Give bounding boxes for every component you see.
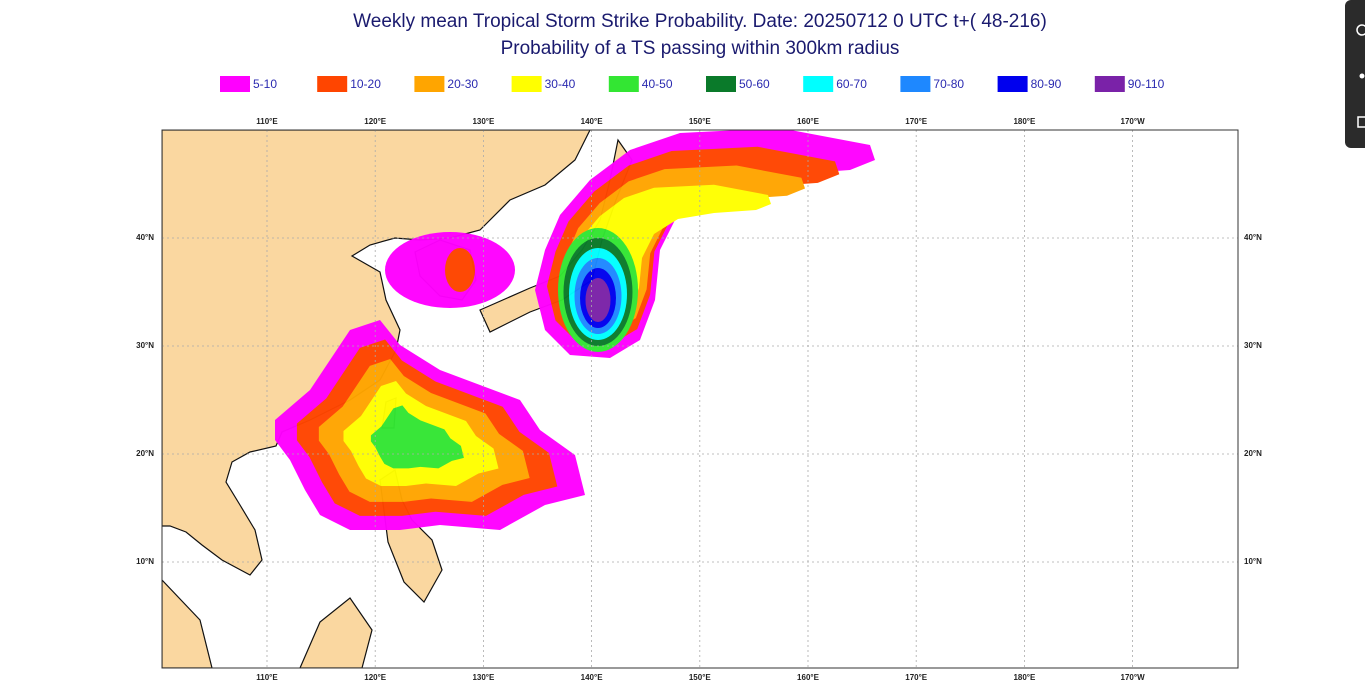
lon-label-bottom: 110°E xyxy=(256,673,278,682)
legend-label: 90-110 xyxy=(1128,77,1165,91)
lat-label-right: 20°N xyxy=(1244,449,1262,458)
lon-label-bottom: 150°E xyxy=(689,673,712,682)
lat-label-right: 40°N xyxy=(1244,233,1262,242)
legend-swatch xyxy=(317,76,348,92)
legend-label: 30-40 xyxy=(545,77,576,91)
lon-label-bottom: 130°E xyxy=(472,673,495,682)
lon-label-bottom: 160°E xyxy=(797,673,820,682)
lon-label-bottom: 180°E xyxy=(1013,673,1036,682)
lat-label-left: 10°N xyxy=(136,557,154,566)
map-area xyxy=(162,130,1238,668)
map-title: Weekly mean Tropical Storm Strike Probab… xyxy=(353,11,1047,32)
toolbar-icon[interactable] xyxy=(1356,24,1365,36)
legend-swatch xyxy=(608,76,639,92)
lat-label-left: 20°N xyxy=(136,449,154,458)
toolbar-icon[interactable] xyxy=(1357,116,1365,128)
lon-label-top: 110°E xyxy=(256,117,278,126)
legend-label: 80-90 xyxy=(1031,77,1062,91)
lon-label-bottom: 140°E xyxy=(581,673,604,682)
lon-label-top: 170°E xyxy=(905,117,928,126)
legend-label: 10-20 xyxy=(350,77,381,91)
lat-label-left: 30°N xyxy=(136,341,154,350)
legend-label: 50-60 xyxy=(739,77,770,91)
lon-label-top: 150°E xyxy=(689,117,712,126)
lon-label-bottom: 120°E xyxy=(364,673,387,682)
legend-label: 40-50 xyxy=(642,77,673,91)
lat-label-left: 40°N xyxy=(136,233,154,242)
legend-swatch xyxy=(803,76,834,92)
shade-south xyxy=(370,405,464,469)
legend-label: 60-70 xyxy=(836,77,867,91)
graticule xyxy=(162,130,1238,668)
lon-label-top: 180°E xyxy=(1013,117,1036,126)
legend-swatch xyxy=(997,76,1028,92)
legend-swatch xyxy=(1094,76,1125,92)
lon-label-top: 170°W xyxy=(1121,117,1146,126)
map-subtitle: Probability of a TS passing within 300km… xyxy=(501,38,900,59)
lat-label-right: 30°N xyxy=(1244,341,1262,350)
shade-north-core xyxy=(585,278,611,322)
legend-swatch xyxy=(706,76,736,92)
legend-label: 70-80 xyxy=(933,77,964,91)
legend-swatch xyxy=(900,76,931,92)
sumatra xyxy=(162,579,213,668)
map-frame xyxy=(161,129,1239,669)
axis-labels: 110°E 110°E 120°E 120°E 130°E 130°E 140°E 140°E… xyxy=(136,117,1262,682)
lon-label-top: 160°E xyxy=(797,117,820,126)
lon-label-top: 130°E xyxy=(472,117,495,126)
probability-shading xyxy=(275,130,875,530)
legend-label: 20-30 xyxy=(447,77,478,91)
side-toolbar[interactable] xyxy=(1345,0,1365,148)
legend-swatch xyxy=(220,76,250,92)
lon-label-bottom: 170°W xyxy=(1121,673,1146,682)
lon-label-bottom: 170°E xyxy=(905,673,928,682)
toolbar-icon[interactable] xyxy=(1359,73,1365,79)
legend-swatch xyxy=(511,76,542,92)
legend-swatch xyxy=(414,76,445,92)
legend: 5-10 10-20 20-30 30-40 40-50 50-60 60-70 70-80 8… xyxy=(220,76,1165,92)
borneo xyxy=(299,597,373,668)
lon-label-top: 140°E xyxy=(581,117,604,126)
lat-label-right: 10°N xyxy=(1244,557,1262,566)
lon-label-top: 120°E xyxy=(364,117,387,126)
shade-korea-inner xyxy=(445,248,475,292)
legend-label: 5-10 xyxy=(253,77,277,91)
